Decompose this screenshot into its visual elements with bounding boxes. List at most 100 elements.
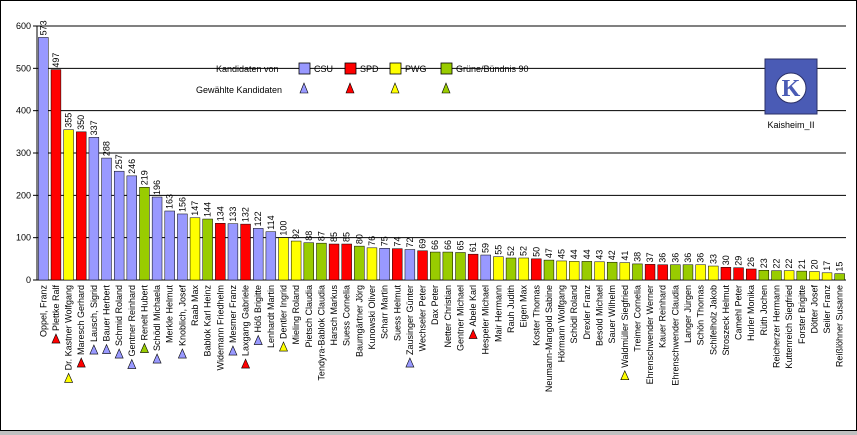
bar [708,265,719,281]
x-tick-label: Harsch Markus [329,285,339,346]
bar-value-label: 80 [354,234,364,244]
elected-marker-icon [279,341,288,352]
bar [518,257,529,281]
bar [278,237,289,281]
bar-value-label: 85 [329,232,339,242]
bar-group: 75 Scharr Martin [379,236,390,339]
y-tick-label: 0 [26,275,31,285]
x-tick-label: Langer Jürgen [683,285,693,343]
bar [164,210,175,281]
x-tick-label: Dötter Josef [809,285,819,334]
bar-group: 133 Mesmer Franz [227,207,239,356]
x-tick-label: Reißlöhner Susanne [835,285,845,367]
bar-group: 45 Hörmann Wolfgang [556,249,567,362]
bar-value-label: 55 [493,245,503,255]
bar-value-label: 36 [658,253,668,263]
bar-value-label: 87 [316,231,326,241]
x-tick-label: Bauer Herbert [102,285,112,342]
bar [758,270,770,281]
x-tick-label: Sauer Wilhelm [607,285,617,344]
bar-group: 26 Hurler Monika [746,257,757,341]
bar-value-label: 132 [241,207,251,222]
bar-value-label: 76 [367,236,377,246]
bar [38,37,49,281]
x-tick-label: Schifelholz Jakob [708,285,718,355]
x-tick-label: Zausinger Günter [405,285,415,355]
bar [354,245,365,281]
bar-group: 76 Kunowski Oliver [366,236,378,350]
bar-value-label: 133 [228,207,238,222]
x-tick-label: Reicherzer Hermann [771,285,781,368]
legend-label: CSU [314,64,333,74]
x-tick-label: Stroszeck Helmut [721,285,731,356]
bar-value-label: 134 [215,206,225,221]
bar [606,261,618,281]
bar [682,264,694,281]
bar-group: 74 Suess Helmut [392,237,403,341]
bar-value-label: 59 [481,243,491,253]
legend-elected-marker-icon [441,82,451,94]
legend-label: SPD [360,64,379,74]
x-tick-label: Hörmann Wolfgang [557,285,567,362]
x-tick-label: Lenhardt Martin [266,285,276,348]
x-tick-label: Abele Karl [468,285,478,327]
x-tick-label: Eigen Max [519,285,529,328]
x-tick-label: Koster Thomas [531,285,541,346]
bar-value-label: 156 [177,197,187,212]
bar [328,243,340,281]
coat-of-arms-letter: K [782,76,801,102]
x-tick-label: Dentler Ingrid [278,285,288,339]
x-tick-label: Baumgärtner Jörg [354,285,364,357]
bar-group: 44 Schödl Roland [569,249,580,344]
bar-value-label: 52 [506,246,516,256]
bar-group: 50 Koster Thomas [531,247,542,346]
bar-group: 257 Schmid Roland [113,154,125,359]
x-tick-label: Pietsch Claudia [304,285,314,348]
x-tick-label: Kauer Reinhard [658,285,668,348]
legend-title: Kandidaten von [216,64,279,74]
elected-marker-icon [64,372,74,383]
x-tick-label: Ehrenschwender Werner [645,285,655,384]
bar-value-label: 15 [835,262,845,272]
bar-group: 66 Netter Christian [442,240,454,348]
bar-value-label: 30 [721,255,731,265]
x-tick-label: Plettke Ralf [51,285,61,332]
x-tick-label: Renelt Hubert [139,285,149,341]
bar-value-label: 246 [127,159,137,174]
bar [303,242,314,281]
bar [746,268,757,281]
bar-group: 55 Mair Hermann [493,245,504,342]
elected-marker-icon [127,358,137,369]
elected-marker-icon [114,348,124,359]
bar-group: 29 Camehl Peter [733,256,744,340]
bar-value-label: 65 [455,240,465,250]
bar-group: 15 Reißlöhner Susanne [834,262,845,367]
bar-value-label: 36 [670,253,680,263]
bar-value-label: 41 [620,251,630,261]
bar-value-label: 72 [405,238,415,248]
bar-group: 196 Schödl Michaela [151,180,163,364]
bar [455,252,466,281]
x-tick-label: Widemann Friedhelm [215,285,225,371]
bar-group: 30 Stroszeck Helmut [720,255,732,356]
bar-group: 350 Maresch Gerhard [76,115,87,368]
bar-value-label: 355 [64,113,74,128]
x-tick-label: Rüth Jochen [759,285,769,336]
bar [695,264,706,281]
elected-marker-icon [152,353,162,364]
bar-group: 52 Eigen Max [518,246,529,328]
elected-marker-icon [468,328,478,339]
bar-group: 43 Besold Michael [594,250,605,346]
bar [240,223,251,281]
bar-value-label: 21 [797,259,807,269]
bar-group: 36 Kauer Reinhard [657,253,668,348]
bar [126,175,137,281]
bar-group: 52 Rauh Judith [505,246,517,333]
x-tick-label: Hespeler Michael [481,285,491,355]
place-label: Kaisheim_II [767,120,814,130]
x-tick-label: Rauh Judith [506,285,516,333]
elected-marker-icon [102,343,111,354]
x-tick-label: Seiler Franz [822,285,832,334]
elected-marker-icon [620,369,630,381]
bar-group: 355 Dr. Kastner Wolfgang [63,113,74,383]
